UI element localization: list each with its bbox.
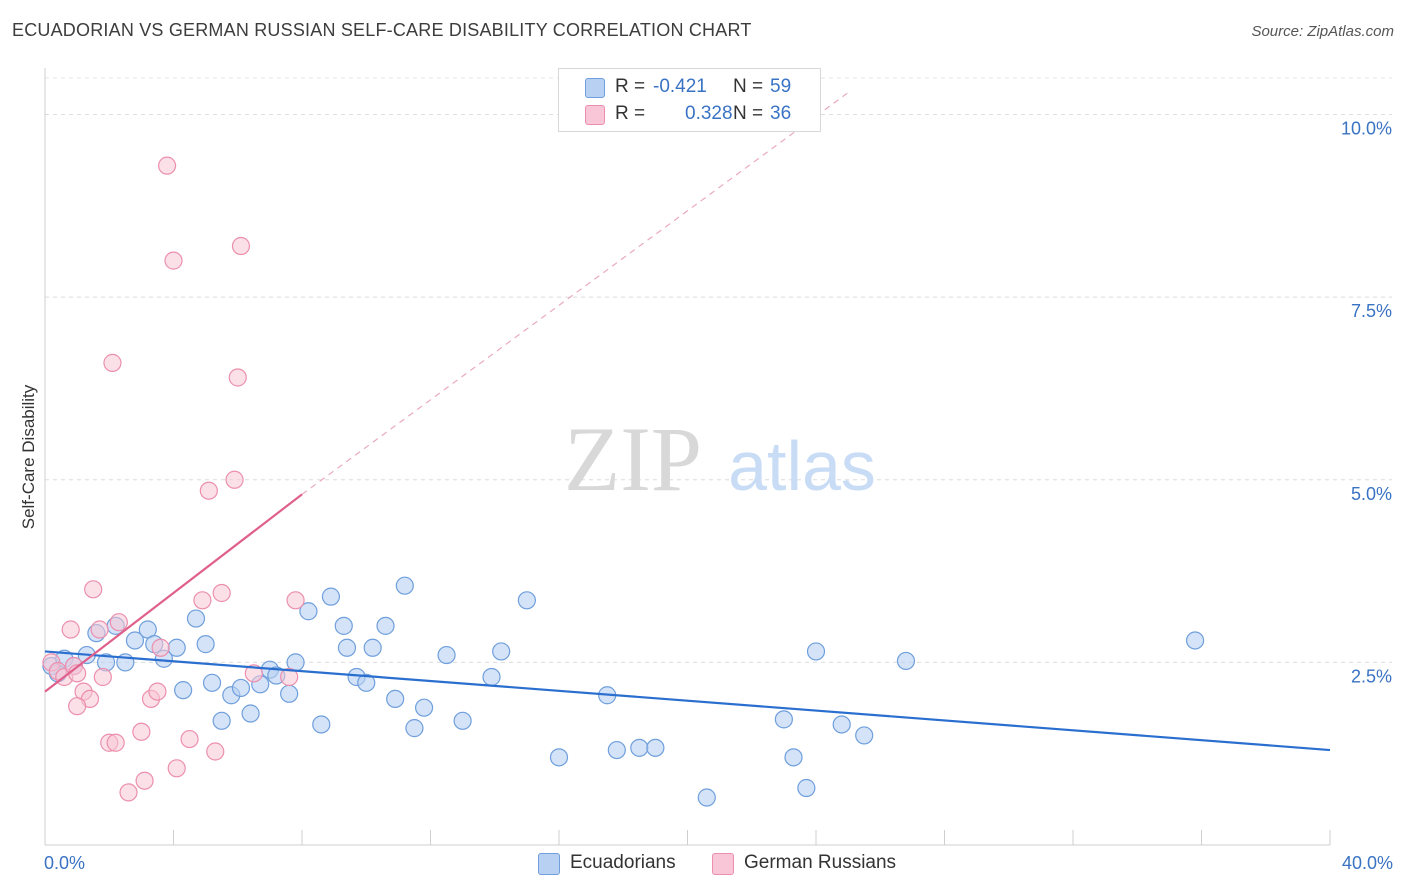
ecuadorians-point: [186, 609, 206, 628]
ecuadorians-point: [832, 715, 851, 734]
y-tick-label: 2.5%: [1351, 666, 1392, 686]
n-value: 36: [770, 103, 792, 124]
chart-title: ECUADORIAN VS GERMAN RUSSIAN SELF-CARE D…: [12, 20, 752, 40]
ecuadorians-point: [321, 587, 341, 606]
ecuadorians-point: [405, 719, 424, 738]
ecuadorians-point: [549, 748, 569, 767]
n-label: N =: [733, 103, 764, 124]
ecuadorians-point: [167, 638, 186, 657]
german-russians-point: [68, 697, 87, 716]
ecuadorians-point: [125, 631, 145, 650]
german-russians-point: [228, 368, 247, 387]
german-russians-point: [157, 156, 177, 175]
german-russians-point: [164, 251, 183, 270]
ecuadorians-point: [395, 576, 414, 595]
source-label: Source: ZipAtlas.com: [1251, 23, 1394, 40]
german-russians-point: [180, 729, 199, 749]
german-russians-point: [119, 783, 138, 802]
german-russians-point: [93, 667, 112, 687]
legend-label-german-russians: German Russians: [744, 852, 897, 873]
x-tick-label-min: 0.0%: [44, 853, 85, 873]
german-russians-trend-line: [44, 493, 303, 693]
y-tick-label: 7.5%: [1351, 301, 1392, 321]
german-russians-point: [286, 591, 305, 610]
ecuadorians-point: [492, 642, 511, 661]
german-russians-point: [148, 682, 167, 701]
r-label: R =: [615, 103, 646, 124]
ecuadorians-point: [630, 738, 649, 757]
legend-swatch-ecuadorians: [538, 853, 560, 875]
ecuadorians-trend-line: [44, 650, 1331, 752]
german-russians-point: [151, 638, 170, 657]
ecuadorians-point: [517, 591, 536, 610]
ecuadorians-point: [357, 673, 376, 692]
ecuadorians-point: [774, 710, 793, 729]
ecuadorians-point: [363, 638, 382, 657]
german-russians-point: [231, 236, 251, 256]
ecuadorians-point: [241, 704, 260, 723]
watermark-zip: ZIP: [564, 408, 702, 510]
ecuadorians-point: [174, 681, 193, 700]
german-russians-point: [212, 583, 231, 603]
ecuadorians-point: [334, 616, 353, 635]
ecuadorians-point: [196, 635, 215, 654]
ecuadorians-point: [337, 638, 357, 657]
r-value: 0.328: [685, 103, 733, 124]
german-russians-point: [135, 771, 154, 790]
german-russians-point: [103, 353, 122, 372]
ecuadorians-point: [697, 788, 716, 807]
ecuadorians-point: [896, 651, 916, 671]
ecuadorians-point: [607, 740, 626, 760]
y-tick-label: 5.0%: [1351, 484, 1392, 504]
german-russians-point: [61, 620, 80, 639]
ecuadorians-point: [1185, 631, 1205, 650]
ecuadorians-point: [453, 711, 472, 730]
ecuadorians-point: [212, 711, 231, 730]
ecuadorians-point: [437, 645, 456, 665]
ecuadorians-point: [280, 684, 299, 703]
ecuadorians-swatch: [585, 78, 605, 98]
ecuadorians-point: [797, 778, 816, 798]
x-tick-label-max: 40.0%: [1342, 853, 1393, 873]
german-russians-point: [106, 733, 125, 752]
stats-legend: R = -0.421 N = 59 R = 0.328 N = 36: [558, 68, 821, 132]
ecuadorians-point: [646, 738, 665, 757]
ecuadorians-point: [386, 689, 405, 709]
german-russians-point: [225, 470, 244, 489]
german-russians-swatch: [585, 105, 605, 125]
ecuadorians-point: [376, 616, 395, 635]
y-tick-label: 10.0%: [1341, 119, 1392, 139]
german-russians-point: [84, 580, 103, 599]
german-russians-point: [193, 591, 212, 610]
y-axis-label: Self-Care Disability: [19, 384, 38, 529]
ecuadorians-point: [414, 698, 434, 717]
n-label: N =: [733, 76, 764, 97]
n-value: 59: [770, 76, 792, 97]
german-russians-point: [109, 613, 128, 632]
legend-label-ecuadorians: Ecuadorians: [570, 852, 676, 873]
r-value: -0.421: [653, 76, 707, 97]
ecuadorians-point: [806, 642, 826, 661]
german-russians-trend-extension: [301, 92, 849, 495]
german-russians-point: [280, 667, 299, 687]
r-label: R =: [615, 76, 646, 97]
german-russians-point: [90, 620, 109, 639]
legend-swatch-german-russians: [712, 853, 734, 875]
ecuadorians-point: [231, 678, 251, 698]
german-russians-point: [167, 759, 186, 778]
watermark: ZIP atlas: [564, 408, 876, 510]
ecuadorians-point: [855, 726, 874, 745]
german-russians-point: [132, 722, 151, 741]
ecuadorians-point: [482, 667, 501, 687]
german-russians-point: [199, 481, 218, 500]
ecuadorians-point: [312, 715, 331, 734]
german-russians-point: [206, 742, 225, 761]
ecuadorians-point: [299, 602, 318, 621]
watermark-atlas: atlas: [728, 427, 876, 505]
german-russians-point: [244, 664, 263, 683]
ecuadorians-point: [202, 673, 222, 692]
ecuadorians-point: [784, 748, 803, 767]
